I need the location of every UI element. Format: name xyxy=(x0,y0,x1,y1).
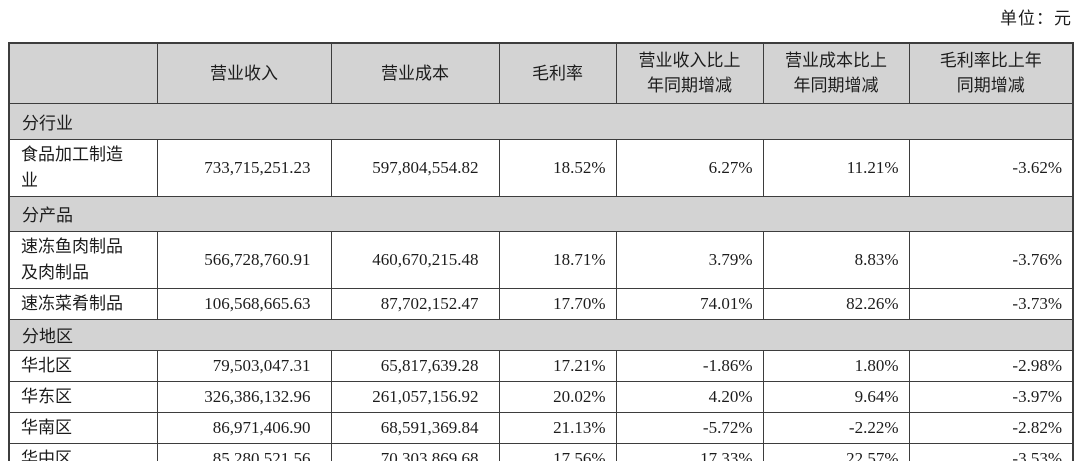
cell-revenue: 86,971,406.90 xyxy=(156,411,332,444)
col-header-revenue: 营业收入 xyxy=(156,42,332,104)
col-header-blank xyxy=(8,42,158,104)
cell-cost: 261,057,156.92 xyxy=(330,380,500,413)
cell-cost-change: 22.57% xyxy=(762,442,910,461)
cell-margin: 18.52% xyxy=(498,138,617,197)
table-row: 速冻鱼肉制品及肉制品 566,728,760.91 460,670,215.48… xyxy=(8,230,1074,289)
col-header-margin: 毛利率 xyxy=(498,42,617,104)
col-header-cost: 营业成本 xyxy=(330,42,500,104)
table-row: 速冻菜肴制品 106,568,665.63 87,702,152.47 17.7… xyxy=(8,287,1074,320)
row-label: 华南区 xyxy=(8,411,158,444)
cell-margin: 17.70% xyxy=(498,287,617,320)
table-row: 华东区 326,386,132.96 261,057,156.92 20.02%… xyxy=(8,380,1074,413)
section-title: 分地区 xyxy=(8,318,1074,351)
cell-margin-change: -3.73% xyxy=(908,287,1074,320)
cell-margin: 20.02% xyxy=(498,380,617,413)
row-label: 华北区 xyxy=(8,349,158,382)
cell-revenue-change: 17.33% xyxy=(615,442,764,461)
cell-margin-change: -3.62% xyxy=(908,138,1074,197)
cell-revenue: 79,503,047.31 xyxy=(156,349,332,382)
cell-margin-change: -2.98% xyxy=(908,349,1074,382)
cell-revenue-change: -1.86% xyxy=(615,349,764,382)
col-header-revenue-change: 营业收入比上年同期增减 xyxy=(615,42,764,104)
cell-revenue-change: -5.72% xyxy=(615,411,764,444)
table-row: 华中区 85,280,521.56 70,303,869.68 17.56% 1… xyxy=(8,442,1074,461)
table-row: 华南区 86,971,406.90 68,591,369.84 21.13% -… xyxy=(8,411,1074,444)
financial-table: 营业收入 营业成本 毛利率 营业收入比上年同期增减 营业成本比上年同期增减 毛利… xyxy=(8,42,1074,461)
section-title: 分产品 xyxy=(8,195,1074,232)
cell-margin: 18.71% xyxy=(498,230,617,289)
section-title: 分行业 xyxy=(8,102,1074,140)
row-label: 华中区 xyxy=(8,442,158,461)
cell-margin-change: -3.76% xyxy=(908,230,1074,289)
cell-revenue: 733,715,251.23 xyxy=(156,138,332,197)
cell-revenue: 106,568,665.63 xyxy=(156,287,332,320)
cell-revenue-change: 74.01% xyxy=(615,287,764,320)
cell-cost-change: -2.22% xyxy=(762,411,910,444)
cell-cost-change: 1.80% xyxy=(762,349,910,382)
row-label: 食品加工制造业 xyxy=(8,138,158,197)
cell-cost: 87,702,152.47 xyxy=(330,287,500,320)
section-row-product: 分产品 xyxy=(8,195,1074,232)
cell-cost: 68,591,369.84 xyxy=(330,411,500,444)
cell-margin: 17.21% xyxy=(498,349,617,382)
cell-revenue: 566,728,760.91 xyxy=(156,230,332,289)
cell-cost-change: 9.64% xyxy=(762,380,910,413)
section-row-industry: 分行业 xyxy=(8,102,1074,140)
cell-cost: 460,670,215.48 xyxy=(330,230,500,289)
col-header-cost-change: 营业成本比上年同期增减 xyxy=(762,42,910,104)
table-row: 华北区 79,503,047.31 65,817,639.28 17.21% -… xyxy=(8,349,1074,382)
row-label: 华东区 xyxy=(8,380,158,413)
unit-label: 单位：元 xyxy=(1000,9,1072,28)
cell-margin: 21.13% xyxy=(498,411,617,444)
section-row-region: 分地区 xyxy=(8,318,1074,351)
cell-cost-change: 8.83% xyxy=(762,230,910,289)
row-label: 速冻鱼肉制品及肉制品 xyxy=(8,230,158,289)
cell-cost: 597,804,554.82 xyxy=(330,138,500,197)
header-row: 营业收入 营业成本 毛利率 营业收入比上年同期增减 营业成本比上年同期增减 毛利… xyxy=(8,42,1074,104)
cell-revenue-change: 4.20% xyxy=(615,380,764,413)
row-label: 速冻菜肴制品 xyxy=(8,287,158,320)
cell-cost-change: 11.21% xyxy=(762,138,910,197)
cell-revenue: 326,386,132.96 xyxy=(156,380,332,413)
cell-cost: 65,817,639.28 xyxy=(330,349,500,382)
col-header-margin-change: 毛利率比上年同期增减 xyxy=(908,42,1074,104)
cell-revenue: 85,280,521.56 xyxy=(156,442,332,461)
table-row: 食品加工制造业 733,715,251.23 597,804,554.82 18… xyxy=(8,138,1074,197)
cell-cost-change: 82.26% xyxy=(762,287,910,320)
cell-margin: 17.56% xyxy=(498,442,617,461)
cell-margin-change: -2.82% xyxy=(908,411,1074,444)
cell-cost: 70,303,869.68 xyxy=(330,442,500,461)
cell-margin-change: -3.53% xyxy=(908,442,1074,461)
cell-revenue-change: 3.79% xyxy=(615,230,764,289)
cell-revenue-change: 6.27% xyxy=(615,138,764,197)
cell-margin-change: -3.97% xyxy=(908,380,1074,413)
